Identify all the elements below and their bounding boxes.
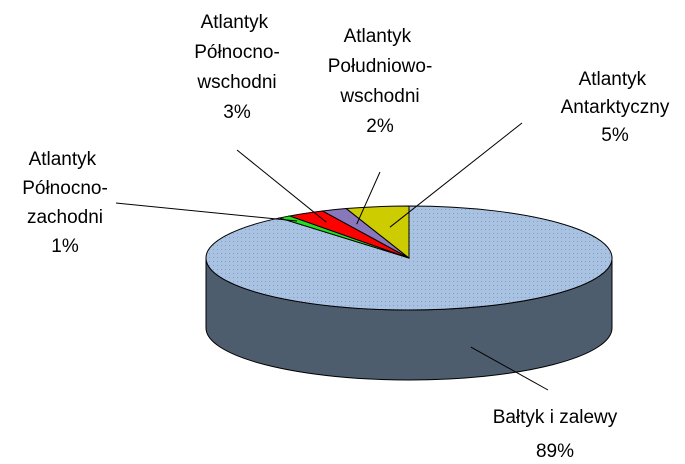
pie-slice (344, 205, 410, 260)
value-label: 89% (536, 441, 574, 462)
slice-label: Atlantyk Południowo-wschodni (328, 26, 433, 107)
value-label: 2% (366, 116, 394, 137)
slice-label: Atlantyk Antarktyczny (561, 69, 670, 118)
value-label: 1% (51, 236, 79, 257)
slice-label: Atlantyk Północno-wschodni (194, 12, 280, 93)
slice-label: Bałtyk i zalewy (493, 407, 618, 428)
slice-label: Atlantyk Północno-zachodni (22, 149, 108, 228)
leader-line (115, 202, 298, 222)
leader-line (356, 171, 381, 225)
value-label: 5% (601, 125, 629, 146)
value-label: 3% (223, 102, 251, 123)
leader-line (389, 122, 523, 228)
leader-line (470, 346, 549, 391)
leader-line (236, 149, 327, 223)
